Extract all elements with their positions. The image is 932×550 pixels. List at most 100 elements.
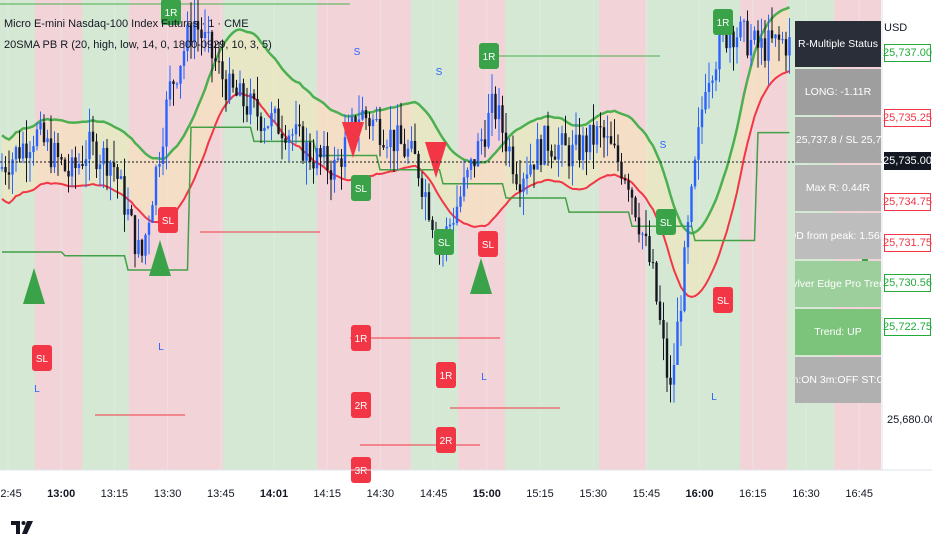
marker-label: SL <box>355 184 368 195</box>
candle-body <box>165 99 168 147</box>
candle-body <box>130 209 133 216</box>
candle-body <box>707 82 711 92</box>
candle-body <box>217 61 221 63</box>
candle-body <box>88 131 91 160</box>
candle-body <box>252 93 256 100</box>
indicator-label[interactable]: 20SMA PB R (20, high, low, 14, 0, 1800-0… <box>4 39 272 51</box>
candle-body <box>581 135 585 161</box>
marker-label: 3R <box>355 466 368 477</box>
candle-body <box>371 119 375 127</box>
candle-body <box>655 262 658 302</box>
candle-body <box>497 105 501 120</box>
candle-body <box>109 162 112 176</box>
candle-body <box>553 156 557 160</box>
candle-body <box>494 93 497 120</box>
time-axis-label: 15:00 <box>472 488 501 500</box>
marker-badge <box>713 287 733 313</box>
candle-body <box>175 83 179 85</box>
marker-badge <box>713 9 733 35</box>
candle-body <box>672 364 676 385</box>
candle-body <box>742 20 746 22</box>
candle-body <box>385 147 389 149</box>
sma-band-fill <box>2 7 790 298</box>
candle-body <box>732 31 735 48</box>
candle-body <box>112 162 116 168</box>
marker-label: 1R <box>483 52 496 63</box>
price-axis-label: 25,680.00 <box>887 414 932 426</box>
candle-body <box>406 148 410 157</box>
candle-body <box>511 146 515 175</box>
stop-loss-marker: SL <box>478 231 498 257</box>
target-1r-marker: 1R <box>436 362 456 388</box>
candle-body <box>413 140 417 154</box>
candle-body <box>501 105 504 133</box>
candle-body <box>98 164 102 170</box>
candle-body <box>105 147 109 176</box>
instrument-title: Micro E-mini Nasdaq-100 Index Futures · … <box>4 18 249 30</box>
candle-body <box>574 134 578 145</box>
candle-body <box>508 146 511 152</box>
candle-body <box>189 24 193 43</box>
candle-body <box>473 159 476 167</box>
session-background-bands <box>0 0 881 470</box>
candle-body <box>410 140 413 149</box>
candle-body <box>665 338 669 378</box>
candle-body <box>378 118 382 145</box>
candle-body <box>231 73 235 88</box>
session-band <box>35 0 82 470</box>
candle-body <box>623 178 627 181</box>
candle-body <box>49 138 53 168</box>
candle-body <box>627 180 630 190</box>
short-signal-letter: S <box>354 47 361 58</box>
candle-body <box>725 32 728 49</box>
marker-badge <box>436 427 456 453</box>
status-drawdown: DD from peak: 1.56R <box>795 213 881 259</box>
candle-body <box>515 174 518 185</box>
session-band <box>599 0 646 470</box>
candle-body <box>242 83 245 107</box>
candle-body <box>403 143 406 157</box>
candle-body <box>637 217 641 235</box>
marker-label: SL <box>162 216 175 227</box>
price-axis-label: 25,735.25 <box>883 109 932 127</box>
candle-body <box>277 108 280 134</box>
stop-loss-marker: SL <box>158 207 178 233</box>
candle-body <box>284 138 287 143</box>
candle-body <box>490 93 494 113</box>
currency-label[interactable]: USD <box>884 22 908 34</box>
marker-label: 1R <box>355 334 368 345</box>
marker-label: SL <box>482 240 495 251</box>
candle-body <box>669 377 672 385</box>
candle-body <box>760 38 763 48</box>
candle-body <box>154 166 158 206</box>
marker-badge <box>434 229 454 255</box>
candle-body <box>781 39 784 41</box>
candle-body <box>763 38 767 61</box>
candle-body <box>539 139 543 165</box>
long-signal-letter: L <box>34 384 40 395</box>
candle-body <box>172 81 175 84</box>
candle-body <box>137 239 140 255</box>
candle-body <box>375 118 378 120</box>
marker-badge <box>161 0 181 25</box>
price-axis-label: 25,722.75 <box>883 318 932 336</box>
candle-body <box>266 126 270 128</box>
candle-body <box>676 321 679 365</box>
candle-body <box>245 106 249 115</box>
candle-body <box>455 206 459 224</box>
candle-body <box>756 30 760 48</box>
candle-body <box>228 73 231 101</box>
candle-body <box>693 159 697 187</box>
time-axis-label: 13:30 <box>153 488 182 500</box>
candle-body <box>77 164 81 169</box>
stop-loss-marker: SL <box>351 175 371 201</box>
candle-body <box>620 161 623 179</box>
candle-body <box>487 112 490 147</box>
candle-body <box>238 83 242 96</box>
candle-body <box>343 137 347 167</box>
candle-body <box>4 167 7 173</box>
candle-body <box>399 125 403 144</box>
candle-body <box>140 239 144 256</box>
candle-body <box>193 21 196 43</box>
